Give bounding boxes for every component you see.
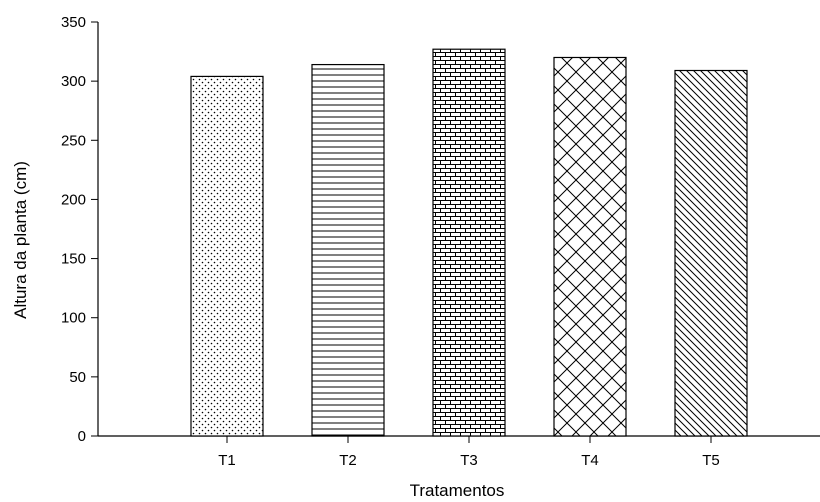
y-axis-label: Altura da planta (cm) <box>11 161 30 319</box>
bar-t4 <box>553 56 627 437</box>
bar-t2 <box>311 63 385 437</box>
x-tick-label: T1 <box>218 452 236 469</box>
bars <box>190 48 748 437</box>
y-tick-label: 200 <box>61 191 86 208</box>
x-tick-label: T3 <box>460 452 478 469</box>
bar-t5 <box>674 69 748 437</box>
y-axis: 0 50 100 150 200 250 300 350 <box>61 14 99 445</box>
y-tick-label: 350 <box>61 14 86 31</box>
bar-t1 <box>190 75 264 437</box>
bar-t3 <box>432 48 506 437</box>
y-tick-label: 50 <box>69 369 86 386</box>
x-tick-label: T4 <box>581 452 599 469</box>
y-tick-label: 150 <box>61 251 86 268</box>
y-tick-label: 0 <box>78 428 86 445</box>
y-tick-label: 250 <box>61 132 86 149</box>
x-axis: T1 T2 T3 T4 T5 <box>98 435 820 469</box>
x-tick-label: T2 <box>339 452 357 469</box>
x-tick-label: T5 <box>702 452 720 469</box>
y-tick-label: 300 <box>61 73 86 90</box>
y-tick-label: 100 <box>61 310 86 327</box>
x-axis-label: Tratamentos <box>410 481 505 500</box>
